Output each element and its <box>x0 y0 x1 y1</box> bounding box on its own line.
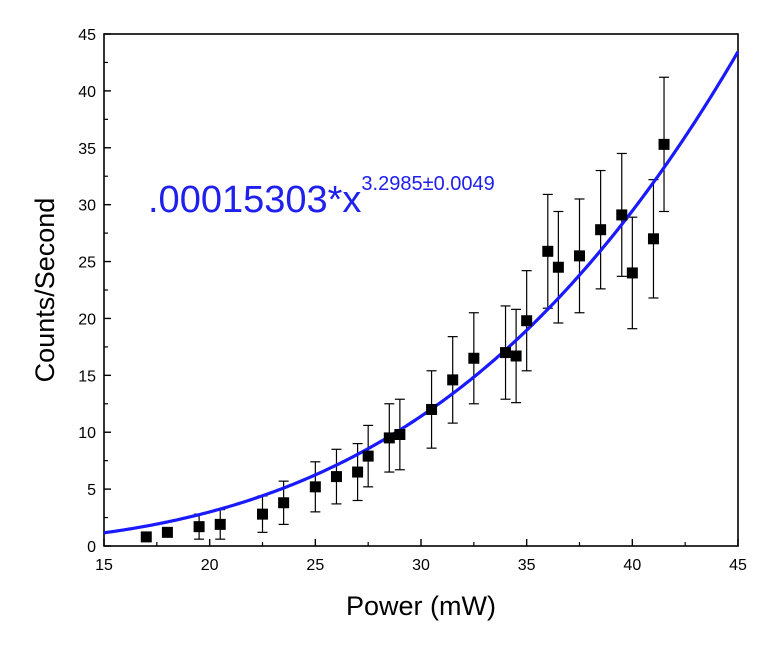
y-tick-label: 40 <box>78 84 96 101</box>
error-bars <box>194 76 670 540</box>
plot-frame <box>103 33 739 547</box>
data-point <box>500 347 512 359</box>
data-points <box>140 138 670 543</box>
data-point <box>193 521 205 533</box>
data-point <box>595 224 607 236</box>
x-tick-label: 15 <box>95 557 113 574</box>
data-point <box>330 471 342 483</box>
data-point <box>362 450 374 462</box>
data-point <box>394 428 406 440</box>
data-point <box>574 250 585 262</box>
x-tick-label: 45 <box>729 557 747 574</box>
data-point <box>309 481 321 493</box>
x-tick-label: 25 <box>306 557 324 574</box>
data-point <box>521 315 533 327</box>
data-point <box>552 261 564 273</box>
data-point <box>278 497 290 509</box>
y-tick-label: 5 <box>87 482 96 499</box>
y-axis-title: Counts/Second <box>30 198 60 383</box>
data-point <box>647 233 659 245</box>
y-tick-label: 25 <box>78 255 96 272</box>
data-point <box>626 267 638 279</box>
y-tick-label: 30 <box>78 198 96 215</box>
data-point <box>616 209 628 221</box>
y-tick-label: 10 <box>78 425 96 442</box>
fit-equation-exponent: 3.2985±0.0049 <box>361 173 494 195</box>
x-tick-label: 40 <box>623 557 641 574</box>
y-tick-label: 0 <box>87 539 96 556</box>
y-tick-label: 35 <box>78 141 96 158</box>
data-point <box>383 432 395 444</box>
data-point <box>658 138 670 150</box>
x-tick-label: 30 <box>412 557 430 574</box>
y-tick-label: 45 <box>78 27 96 44</box>
fit-equation-base: .00015303*x <box>148 179 361 221</box>
data-point <box>352 466 364 478</box>
fit-equation: .00015303*x3.2985±0.0049 <box>148 173 495 221</box>
fit-curve <box>103 50 740 535</box>
axis-ticks: 15 20 25 30 35 40 45 0 5 10 15 20 25 30 35 40 45 <box>78 27 747 574</box>
data-point <box>447 374 459 386</box>
y-tick-label: 15 <box>78 368 96 385</box>
data-point <box>161 526 173 538</box>
data-point <box>214 518 226 530</box>
data-point <box>257 508 268 520</box>
data-point <box>140 531 152 543</box>
x-axis-title: Power (mW) <box>346 591 496 621</box>
data-point <box>542 245 554 257</box>
x-tick-label: 20 <box>201 557 219 574</box>
data-point <box>468 352 480 364</box>
data-point <box>426 403 438 415</box>
x-tick-label: 35 <box>518 557 536 574</box>
y-tick-label: 20 <box>78 311 96 328</box>
data-point <box>510 350 522 362</box>
